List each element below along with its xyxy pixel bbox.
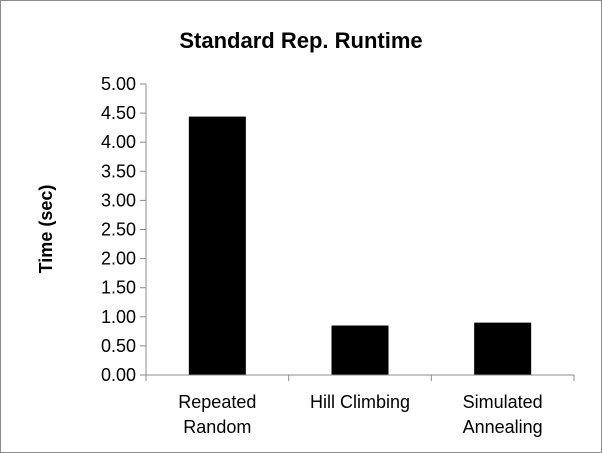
y-tick-label: 3.50 (101, 161, 136, 181)
y-tick-label: 4.00 (101, 132, 136, 152)
axes (145, 84, 575, 381)
y-tick-label: 2.00 (101, 249, 136, 269)
x-category-label: Random (183, 417, 251, 437)
x-category-label: Annealing (463, 417, 543, 437)
y-tick-label: 1.00 (101, 307, 136, 327)
chart-title: Standard Rep. Runtime (179, 28, 422, 53)
x-axis-labels: Repeated Random Hill Climbing Simulated Anne… (178, 392, 542, 437)
bar (474, 322, 532, 375)
y-axis-label: Time (sec) (36, 185, 56, 274)
x-category-label: Hill Climbing (310, 392, 410, 412)
x-category-label: Repeated (178, 392, 256, 412)
y-tick-label: 5.00 (101, 74, 136, 94)
y-tick-label: 0.50 (101, 336, 136, 356)
y-tick-label: 4.50 (101, 103, 136, 123)
y-tick-label: 3.00 (101, 190, 136, 210)
bars (188, 116, 532, 375)
x-category-label: Simulated (463, 392, 543, 412)
bar (331, 325, 389, 375)
bar (188, 116, 246, 375)
y-tick-label: 2.50 (101, 220, 136, 240)
y-tick-label: 1.50 (101, 278, 136, 298)
y-tick-label: 0.00 (101, 365, 136, 385)
y-axis-ticks: 0.00 0.50 1.00 1.50 2.00 2.50 3.00 3.50 4.00 4.50… (101, 74, 146, 385)
